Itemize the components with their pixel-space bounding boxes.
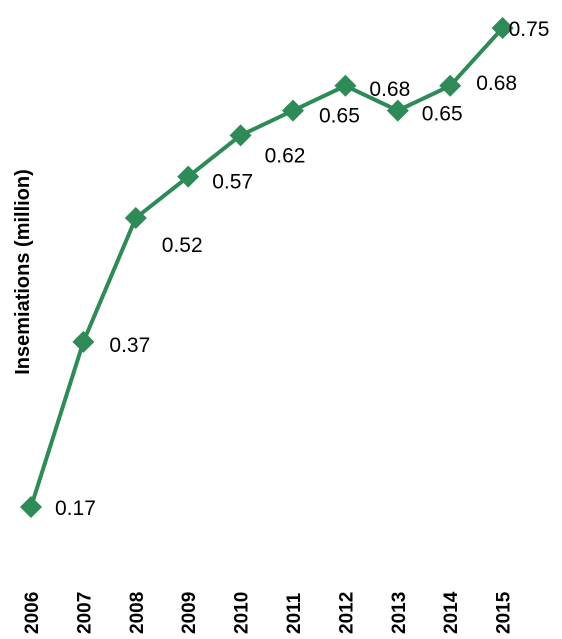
data-label-2009: 0.57 [212, 171, 253, 194]
x-axis-ticks: 2006 2007 2008 2009 2010 2011 2012 2013 2014 2015 [22, 591, 515, 634]
data-point-2007 [72, 330, 95, 353]
data-point-2006 [20, 496, 42, 518]
x-tick-2013: 2013 [389, 592, 410, 634]
data-label-2015: 0.75 [509, 18, 550, 41]
x-tick-2014: 2014 [441, 591, 462, 634]
marker-layer [20, 17, 514, 518]
data-point-2008 [124, 206, 147, 229]
data-point-2012 [334, 74, 357, 97]
data-label-2013: 0.65 [422, 103, 463, 126]
data-point-2009 [177, 165, 200, 188]
data-label-2011: 0.65 [319, 105, 360, 128]
data-label-2007: 0.37 [109, 334, 150, 357]
x-tick-2012: 2012 [336, 592, 357, 634]
data-point-2010 [229, 124, 252, 147]
series-layer [29, 26, 505, 508]
data-point-2015 [491, 17, 514, 39]
data-label-2012: 0.68 [369, 78, 410, 101]
x-tick-2006: 2006 [22, 592, 43, 634]
data-label-2010: 0.62 [265, 144, 306, 167]
x-tick-2008: 2008 [127, 592, 148, 634]
x-tick-2007: 2007 [74, 592, 95, 634]
data-label-2014: 0.68 [476, 72, 517, 95]
data-label-layer: 0.17 0.37 0.52 0.57 0.62 0.65 0.68 0.65 0.68 0.75 [55, 18, 549, 520]
series-line [29, 26, 505, 508]
data-point-2011 [282, 99, 304, 122]
x-tick-2010: 2010 [232, 592, 253, 634]
x-tick-2015: 2015 [494, 591, 515, 634]
x-tick-2009: 2009 [179, 592, 200, 634]
x-tick-2011: 2011 [284, 592, 305, 634]
data-point-2013 [386, 99, 409, 122]
data-label-2008: 0.52 [162, 234, 203, 257]
data-label-2006: 0.17 [55, 497, 96, 520]
data-point-2014 [439, 74, 462, 97]
y-axis-label: Insemiations (million) [12, 169, 34, 375]
